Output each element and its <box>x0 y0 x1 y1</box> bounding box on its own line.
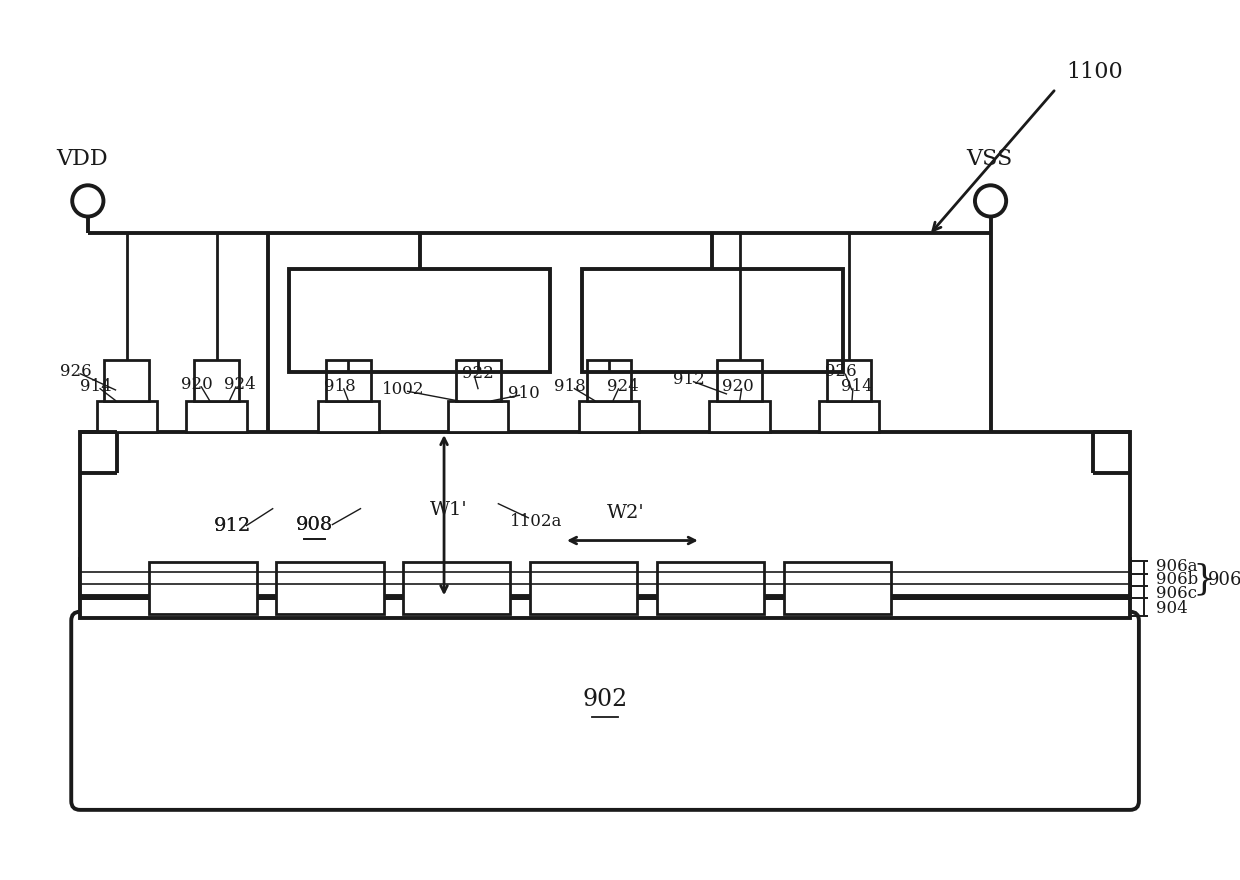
Text: 924: 924 <box>606 378 639 395</box>
Bar <box>827 360 872 401</box>
Text: 910: 910 <box>508 385 539 401</box>
Bar <box>149 562 257 613</box>
Bar <box>403 562 511 613</box>
Text: 908: 908 <box>295 516 332 534</box>
Text: 1102a: 1102a <box>510 512 562 530</box>
Text: W2': W2' <box>606 504 645 522</box>
Text: 922: 922 <box>463 365 494 382</box>
Text: VSS: VSS <box>966 148 1012 170</box>
Text: 926: 926 <box>61 363 92 380</box>
Text: 918: 918 <box>554 378 585 395</box>
Text: 920: 920 <box>181 376 213 392</box>
Bar <box>456 360 501 401</box>
Text: 906: 906 <box>1208 570 1240 589</box>
Bar <box>195 360 239 401</box>
Bar <box>81 559 1130 598</box>
Bar <box>326 360 371 401</box>
Bar <box>818 401 879 432</box>
Bar <box>186 401 247 432</box>
Bar <box>289 269 551 371</box>
Text: VDD: VDD <box>57 148 108 170</box>
Text: 908: 908 <box>295 516 332 534</box>
Bar <box>582 269 843 371</box>
Bar <box>784 562 892 613</box>
Text: 904: 904 <box>1157 600 1188 618</box>
Text: 924: 924 <box>224 376 255 392</box>
Bar <box>81 432 1130 596</box>
Bar <box>657 562 764 613</box>
Bar <box>104 360 149 401</box>
Bar <box>448 401 508 432</box>
Text: 912: 912 <box>673 371 704 388</box>
Text: 906a: 906a <box>1157 559 1198 576</box>
Text: 906c: 906c <box>1157 584 1198 602</box>
Bar <box>587 360 631 401</box>
Text: 920: 920 <box>722 378 754 395</box>
Bar <box>81 598 1130 618</box>
Text: 914: 914 <box>79 378 112 395</box>
Text: 914: 914 <box>841 378 873 395</box>
Bar <box>717 360 763 401</box>
FancyBboxPatch shape <box>71 612 1138 810</box>
Text: 1002: 1002 <box>382 381 424 398</box>
Bar <box>97 401 157 432</box>
Text: 926: 926 <box>826 363 857 380</box>
Text: 912: 912 <box>213 517 250 535</box>
Bar <box>709 401 770 432</box>
Bar <box>277 562 383 613</box>
Text: 902: 902 <box>583 688 627 711</box>
Bar <box>529 562 637 613</box>
Text: W1': W1' <box>430 502 467 519</box>
Text: 1100: 1100 <box>1066 61 1123 83</box>
Text: 906b: 906b <box>1157 571 1199 588</box>
Text: }: } <box>1193 562 1215 597</box>
Text: 918: 918 <box>324 378 356 395</box>
Bar <box>319 401 378 432</box>
Bar <box>579 401 640 432</box>
Text: 912: 912 <box>213 517 250 535</box>
